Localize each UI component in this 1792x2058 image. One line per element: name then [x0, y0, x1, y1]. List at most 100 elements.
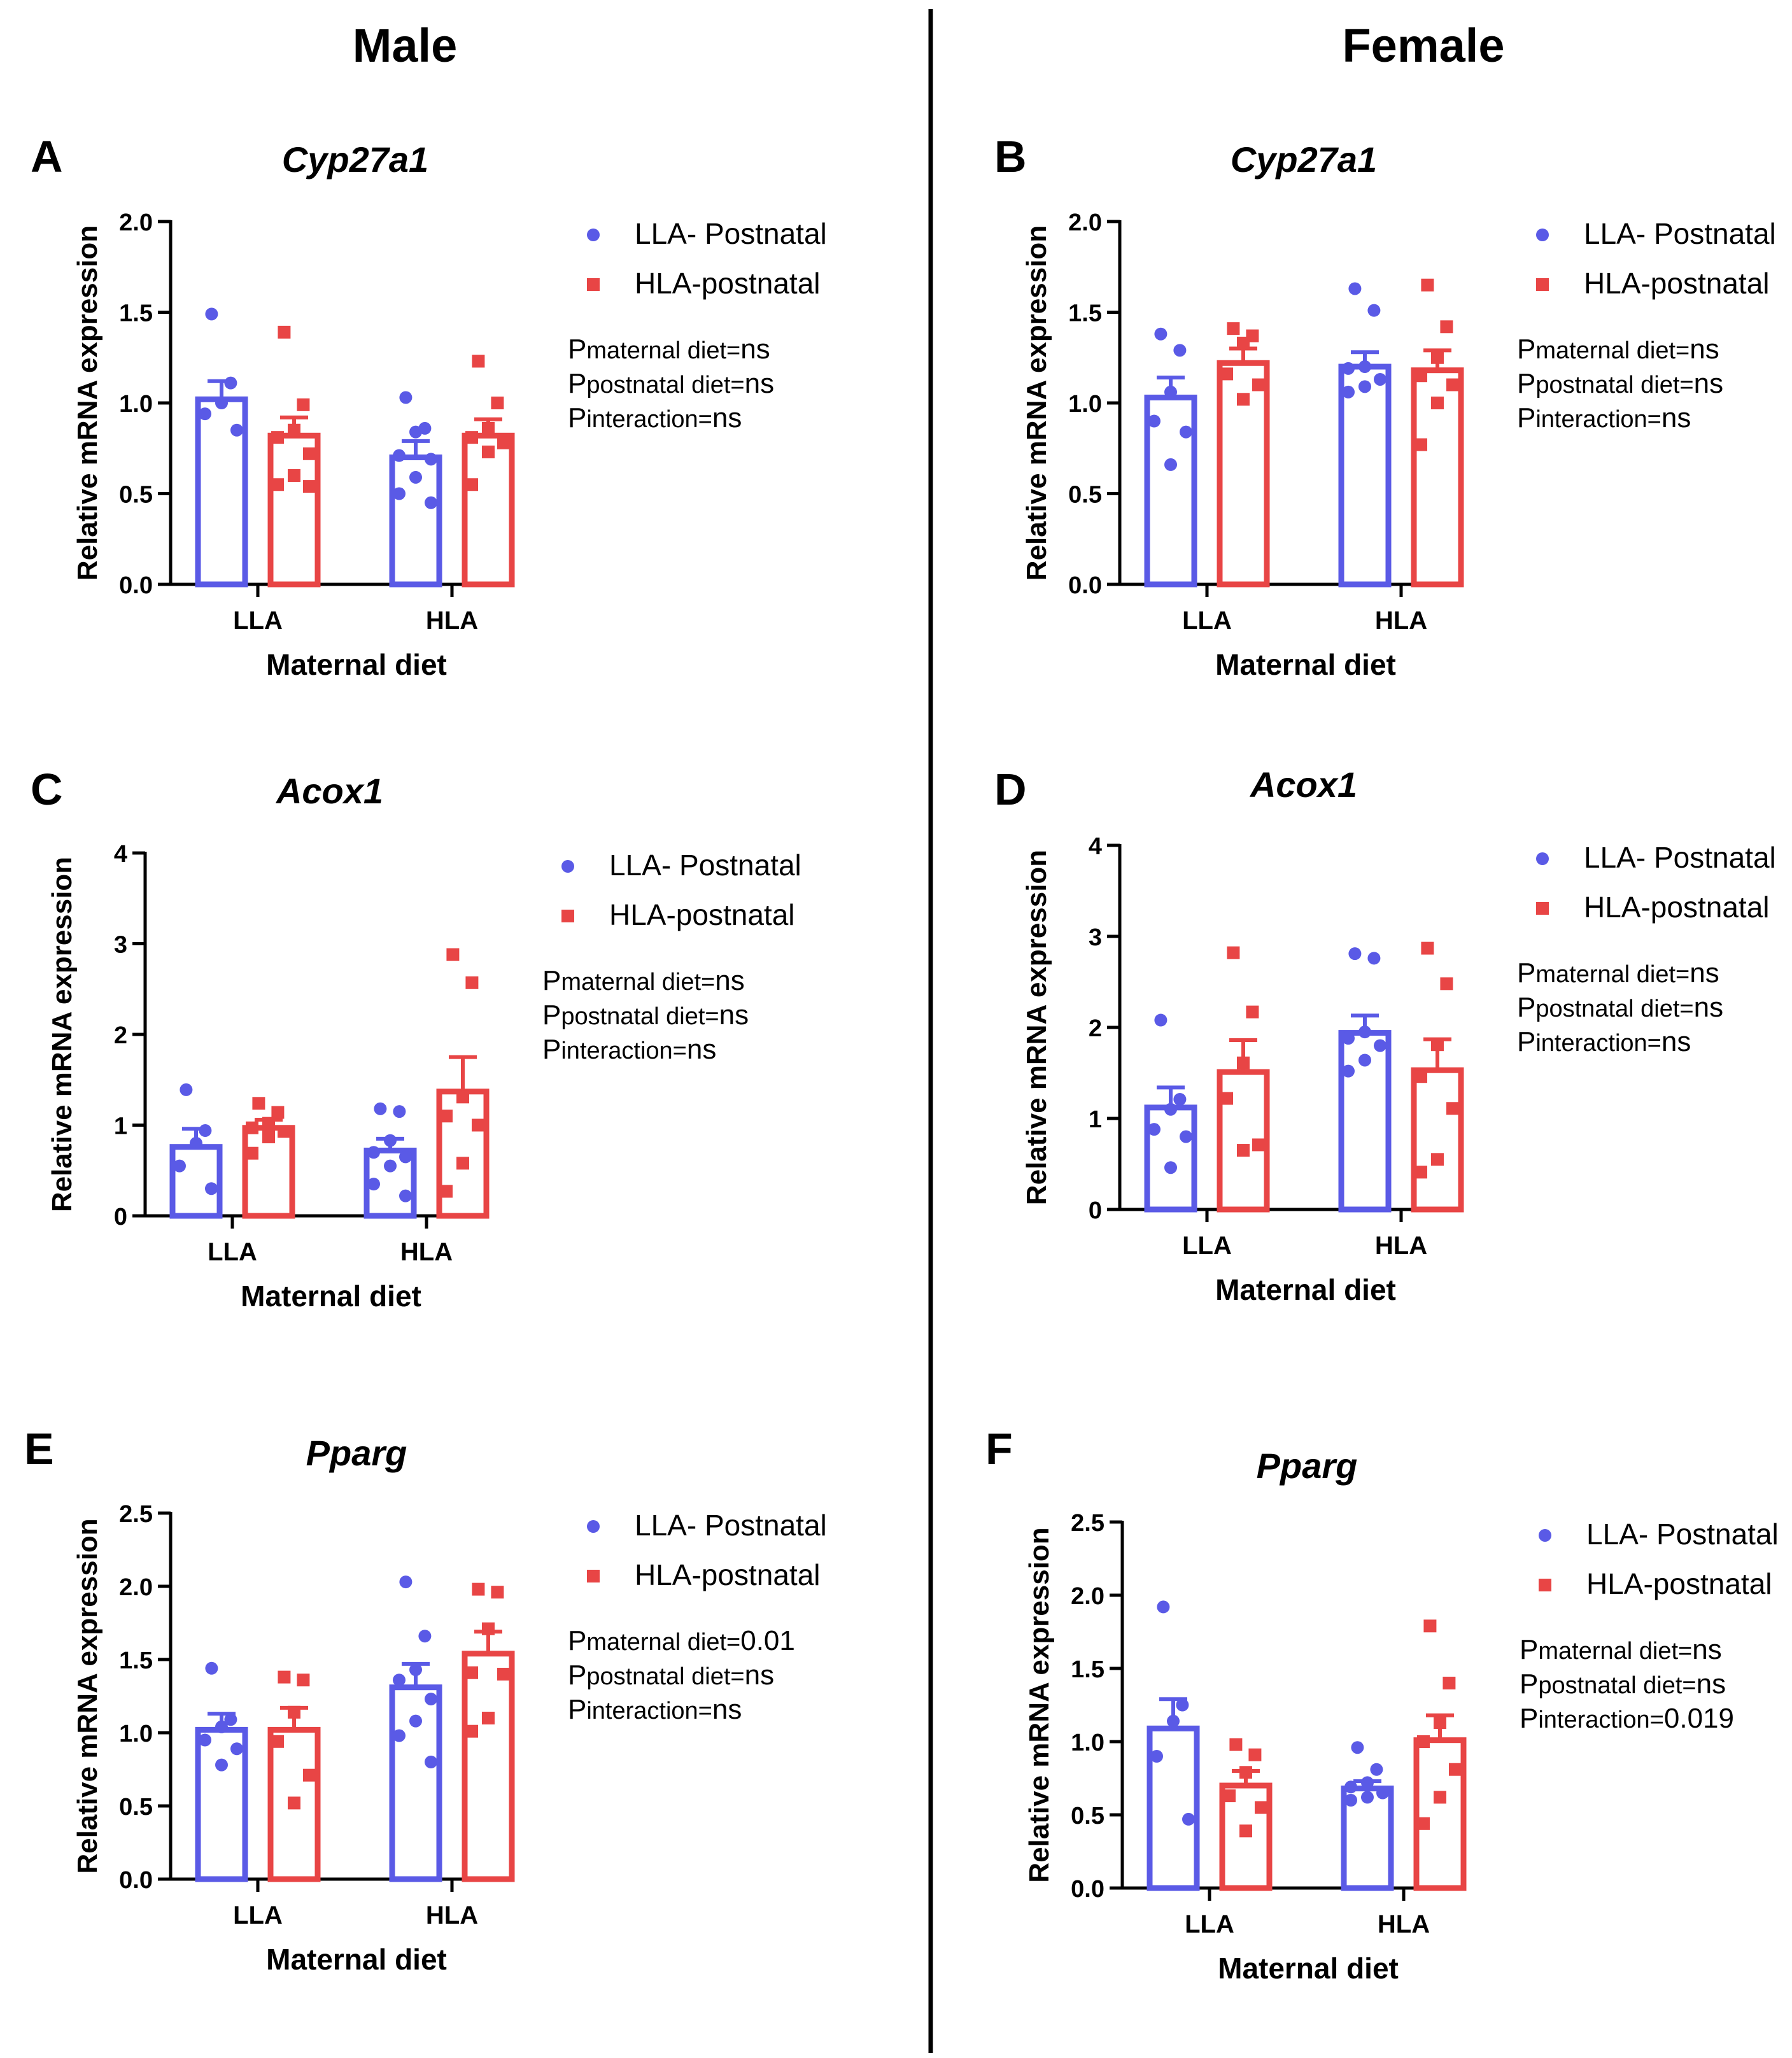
stat-line: Pmaternal diet=0.01	[568, 1625, 795, 1656]
data-point	[1358, 360, 1371, 373]
data-point	[215, 1720, 228, 1733]
data-point	[399, 1189, 412, 1202]
data-point	[1173, 344, 1187, 357]
data-point	[1434, 1791, 1446, 1804]
data-point	[1344, 1780, 1357, 1794]
x-tick-label: HLA	[1375, 607, 1427, 635]
data-point	[1440, 977, 1453, 990]
stat-line: Pinteraction=ns	[568, 402, 742, 433]
legend-marker	[561, 860, 574, 873]
y-axis-label: Relative mRNA expression	[1021, 850, 1052, 1205]
data-point	[199, 1733, 211, 1747]
panel-c: C Acox1 0 1 2 3 4 Relative mRNA expression LLA HL…	[31, 765, 801, 1313]
y-tick-label: 2.0	[1068, 209, 1102, 236]
data-point	[1237, 336, 1250, 349]
data-point	[393, 449, 406, 462]
data-point	[1154, 327, 1168, 341]
data-point	[1358, 1025, 1371, 1039]
data-point	[1358, 380, 1371, 393]
x-axis-label: Maternal diet	[1215, 648, 1396, 681]
data-point	[1182, 1812, 1195, 1826]
y-tick-label: 1.5	[1068, 300, 1102, 327]
data-point	[393, 487, 406, 500]
legend-label: HLA-postnatal	[1584, 891, 1770, 924]
legend-label: LLA- Postnatal	[1584, 841, 1776, 874]
y-tick-label: 2.5	[119, 1501, 153, 1528]
legend-marker	[1536, 278, 1549, 291]
data-point	[1367, 304, 1381, 317]
data-point	[1237, 1056, 1250, 1069]
data-point	[173, 1159, 186, 1173]
panel-letter: B	[994, 132, 1027, 181]
stat-line: Pmaternal diet=ns	[542, 965, 745, 996]
panel-e: E Pparg 0.0 0.5 1.0 1.5 2.0 2.5 Relative mRNA ex…	[24, 1424, 827, 1976]
data-point	[1370, 1763, 1383, 1776]
y-tick-label: 2.0	[119, 209, 153, 236]
data-point	[1374, 372, 1386, 386]
data-point	[199, 407, 211, 421]
data-point	[278, 1125, 290, 1138]
data-point	[271, 1735, 284, 1748]
data-point	[262, 1117, 275, 1130]
data-point	[1342, 1064, 1355, 1078]
data-point	[482, 1622, 495, 1635]
data-point	[1376, 1786, 1389, 1800]
data-point	[1167, 1714, 1180, 1728]
data-point	[491, 397, 504, 409]
data-point	[472, 1582, 485, 1596]
stat-line: Pmaternal diet=ns	[1517, 957, 1719, 989]
panel-letter: C	[31, 765, 63, 814]
data-point	[1361, 1776, 1374, 1789]
y-tick-label: 3	[114, 932, 127, 959]
legend-label: HLA-postnatal	[1586, 1567, 1772, 1600]
data-point	[409, 425, 422, 439]
data-point	[1431, 351, 1444, 364]
legend-marker	[1536, 902, 1549, 915]
y-tick-label: 4	[1089, 833, 1102, 860]
legend-label: LLA- Postnatal	[1584, 217, 1776, 250]
data-point	[497, 436, 510, 449]
y-tick-label: 2	[1089, 1015, 1102, 1042]
y-tick-label: 0.5	[119, 482, 153, 509]
panel-letter: D	[994, 765, 1027, 814]
data-point	[1449, 1763, 1462, 1776]
y-tick-label: 0.0	[119, 1867, 153, 1894]
data-point	[224, 376, 237, 390]
data-point	[409, 1714, 422, 1728]
legend-marker	[1536, 229, 1549, 241]
data-point	[1421, 941, 1434, 955]
data-point	[440, 1185, 453, 1198]
chart-title: Pparg	[1257, 1446, 1358, 1486]
data-point	[1227, 322, 1240, 335]
legend-marker	[1539, 1529, 1551, 1542]
data-point	[288, 469, 300, 482]
data-point	[456, 1090, 469, 1104]
data-point	[482, 421, 495, 435]
y-tick-label: 0	[114, 1204, 127, 1230]
chart-title: Acox1	[1249, 765, 1357, 805]
y-tick-label: 1	[114, 1113, 127, 1140]
data-point	[1239, 1766, 1252, 1779]
legend-label: HLA-postnatal	[1584, 267, 1770, 300]
data-point	[252, 1097, 265, 1110]
panel-letter: F	[985, 1424, 1013, 1474]
x-tick-label: HLA	[1375, 1232, 1427, 1260]
data-point	[367, 1146, 380, 1159]
data-point	[1446, 378, 1459, 391]
legend-marker	[587, 278, 600, 291]
stat-line: Ppostnatal diet=ns	[542, 999, 749, 1031]
y-tick-label: 0.5	[1071, 1803, 1104, 1829]
chart-title: Cyp27a1	[1231, 139, 1377, 180]
data-point	[1421, 278, 1434, 292]
panel-d: D Acox1 0 1 2 3 4 Relative mRNA expression LLA HL…	[994, 765, 1776, 1306]
data-point	[1431, 397, 1444, 409]
data-point	[465, 1724, 478, 1738]
data-point	[1164, 385, 1177, 398]
data-point	[1157, 1600, 1170, 1614]
data-point	[1148, 1123, 1161, 1136]
legend-label: HLA-postnatal	[609, 898, 795, 931]
panel-f: F Pparg 0.0 0.5 1.0 1.5 2.0 2.5 Relative mRNA ex…	[985, 1424, 1779, 1985]
data-point	[1252, 1138, 1265, 1152]
data-point	[1237, 393, 1250, 406]
x-axis-label: Maternal diet	[1218, 1952, 1399, 1985]
